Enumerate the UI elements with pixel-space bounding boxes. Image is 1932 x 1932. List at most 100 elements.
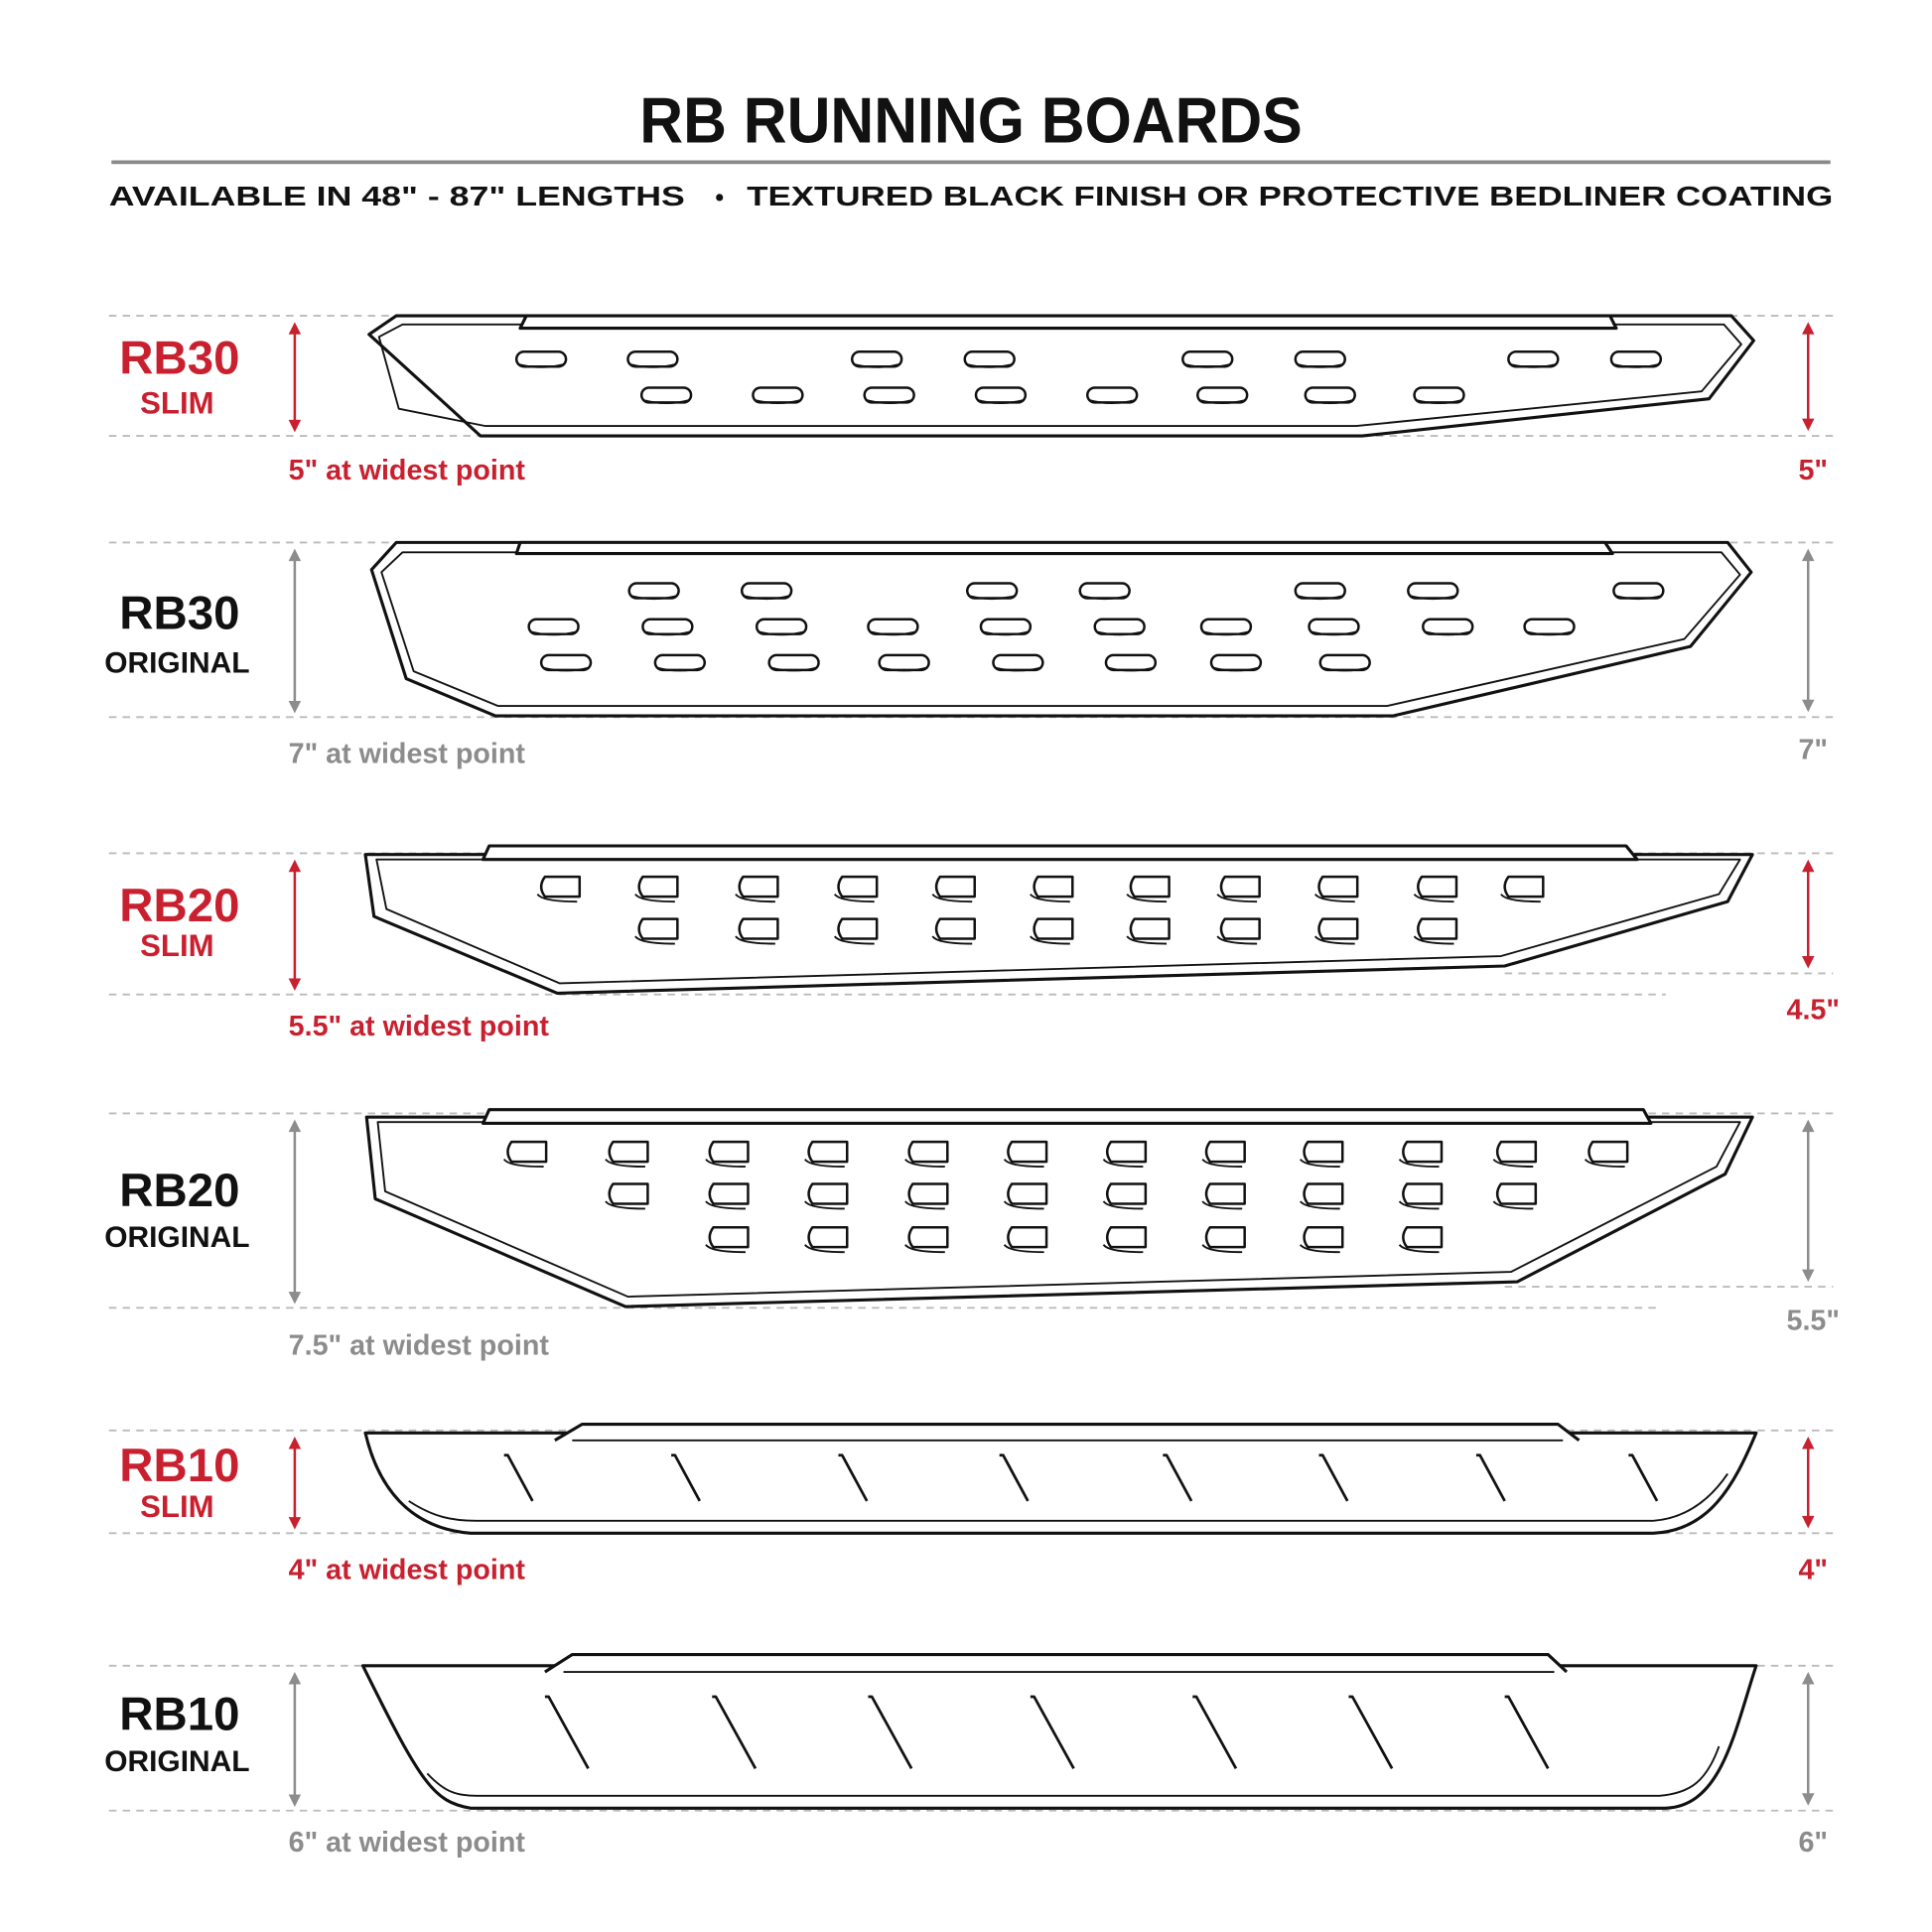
board-illustration: [364, 1108, 1754, 1309]
tread-cleat-shadow: [1216, 894, 1258, 903]
tread-slot-shadow: [981, 630, 1030, 636]
tread-cleat: [1105, 1182, 1148, 1205]
tread-cleat-shadow: [1003, 1200, 1044, 1210]
tread-cleat: [637, 875, 679, 898]
step-plate: [554, 1422, 1581, 1443]
right-dimension-arrow: [1802, 1119, 1815, 1283]
tread-cleat-shadow: [1413, 935, 1454, 945]
step-plate: [481, 1108, 1653, 1125]
subtitle-lengths: AVAILABLE IN 48" - 87" LENGTHS: [109, 181, 685, 211]
tread-cleat: [708, 1225, 750, 1249]
tread-slot-shadow: [655, 666, 704, 672]
tread-slot-shadow: [769, 666, 818, 672]
tread-slot-shadow: [517, 362, 566, 368]
tread-cleat-shadow: [605, 1158, 645, 1169]
arrow-up-icon: [288, 859, 302, 873]
tread-slot-shadow: [869, 630, 917, 636]
subtitle-bullet: •: [715, 184, 724, 211]
arrow-down-icon: [288, 1794, 302, 1808]
tread-slot-shadow: [1080, 595, 1129, 601]
tread-slot-shadow: [1424, 630, 1472, 636]
tread-slot-shadow: [1320, 666, 1369, 672]
tread-cleat: [1417, 875, 1458, 898]
tread-slot-shadow: [643, 630, 692, 636]
tread-cleat-shadow: [1300, 1158, 1340, 1169]
tread-cleat-shadow: [1300, 1200, 1340, 1210]
tread-cleat-shadow: [1126, 935, 1168, 945]
tread-slot-shadow: [1095, 630, 1144, 636]
board-outline: [363, 853, 1754, 996]
tread-cleat: [1007, 1140, 1048, 1164]
model-label: RB30: [119, 588, 239, 640]
tread-slot-shadow: [629, 595, 678, 601]
tread-cleat-shadow: [705, 1200, 746, 1210]
tread-cleat: [1219, 917, 1261, 940]
subtitle-finish: TEXTURED BLACK FINISH OR PROTECTIVE BEDL…: [747, 181, 1833, 211]
arrow-down-icon: [1802, 699, 1815, 713]
tread-cleat: [539, 875, 582, 898]
tread-cleat-shadow: [1398, 1158, 1440, 1169]
tread-slash: [999, 1453, 1030, 1502]
tread-slot-shadow: [1611, 362, 1660, 368]
tread-cleat: [708, 1182, 750, 1205]
step-plate: [544, 1653, 1569, 1674]
tread-cleat: [608, 1140, 649, 1164]
tread-slash: [503, 1453, 534, 1502]
model-label: RB20: [119, 1165, 239, 1217]
tread-cleat: [837, 917, 879, 940]
right-dimension: 5": [1798, 455, 1828, 486]
tread-cleat-shadow: [1030, 935, 1070, 945]
tread-cleat: [907, 1140, 949, 1164]
tread-cleat: [807, 1182, 849, 1205]
left-dimension-arrow: [288, 1672, 302, 1808]
right-dimension-arrow: [1802, 1437, 1815, 1529]
tread-cleat-shadow: [735, 935, 775, 945]
arrow-up-icon: [1802, 1672, 1815, 1685]
tread-cleat-shadow: [904, 1244, 945, 1254]
model-label: RB20: [119, 880, 239, 932]
tread-slash: [671, 1453, 702, 1502]
tread-slash: [1475, 1453, 1506, 1502]
step-plate: [518, 314, 1618, 331]
tread-cleat-shadow: [1398, 1244, 1440, 1254]
board-outline: [360, 1664, 1758, 1810]
tread-cleat-shadow: [1102, 1200, 1144, 1210]
tread-slash: [712, 1695, 758, 1770]
tread-cleat: [1402, 1225, 1444, 1249]
tread-cleat-shadow: [735, 894, 775, 903]
tread-cleat-shadow: [1201, 1158, 1243, 1169]
variant-label: SLIM: [140, 386, 213, 421]
tread-slot-shadow: [865, 399, 913, 404]
board-row: RB30 ORIGINAL 7" at widest point 7": [104, 540, 1834, 769]
tread-cleat-shadow: [931, 894, 973, 903]
tread-cleat: [1503, 875, 1545, 898]
width-caption: 6" at widest point: [289, 1827, 526, 1859]
tread-slot-shadow: [1212, 666, 1260, 672]
right-dimension-arrow: [1802, 548, 1815, 713]
arrow-down-icon: [288, 1517, 302, 1530]
tread-slot-shadow: [1198, 399, 1247, 404]
step-plate: [514, 540, 1614, 556]
variant-label: SLIM: [140, 928, 213, 963]
tread-cleat: [1105, 1225, 1148, 1249]
tread-cleat: [506, 1140, 548, 1164]
left-dimension-arrow: [288, 322, 302, 433]
tread-slot-shadow: [1306, 399, 1354, 404]
tread-slash: [1348, 1695, 1394, 1770]
left-dimension-arrow: [288, 1437, 302, 1530]
board-edge: [426, 1745, 1721, 1797]
page-title: RB RUNNING BOARDS: [639, 83, 1302, 156]
arrow-up-icon: [288, 1672, 302, 1685]
tread-cleat-shadow: [605, 1200, 645, 1210]
tread-cleat-shadow: [833, 935, 875, 945]
tread-slot-shadow: [965, 362, 1014, 368]
variant-label: ORIGINAL: [104, 1221, 249, 1254]
arrow-down-icon: [1802, 1793, 1815, 1806]
tread-cleat-shadow: [1492, 1200, 1534, 1210]
board-illustration: [363, 844, 1754, 996]
arrow-up-icon: [288, 1437, 302, 1449]
arrow-down-icon: [288, 978, 302, 991]
tread-cleat-shadow: [904, 1158, 945, 1169]
